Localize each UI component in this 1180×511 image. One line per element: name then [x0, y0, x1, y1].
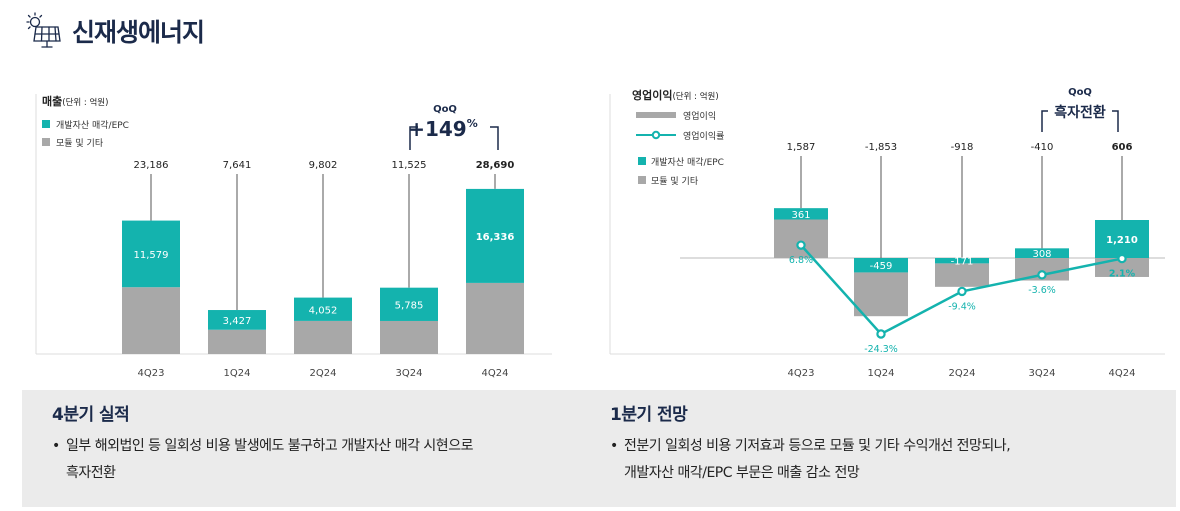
x-tick-label: 2Q24	[949, 368, 976, 379]
bar-development-2Q24	[935, 258, 989, 264]
data-label-development: 11,579	[134, 250, 169, 261]
data-label-development: -459	[870, 261, 893, 272]
legend-swatch-development	[42, 120, 50, 128]
bar-development-1Q24	[854, 258, 908, 273]
bullet-dot: •	[610, 438, 619, 454]
margin-label: 2.1%	[1109, 269, 1136, 280]
margin-label: 6.8%	[789, 255, 813, 266]
margin-label: -24.3%	[864, 344, 898, 355]
page-title: 신재생에너지	[72, 18, 205, 47]
total-label: -1,853	[865, 142, 897, 153]
data-label-development: 308	[1032, 249, 1051, 260]
total-label: 23,186	[134, 160, 169, 171]
bar-development-4Q23	[122, 220, 180, 288]
total-label: -410	[1031, 142, 1054, 153]
bar-development-4Q24	[466, 188, 524, 283]
bar-development-2Q24	[294, 297, 352, 321]
bar-module-4Q23	[122, 287, 180, 354]
bar-development-3Q24	[1015, 248, 1069, 258]
data-label-development: 16,336	[476, 232, 515, 243]
total-label: -918	[951, 142, 974, 153]
q4-results-section: 4분기 실적 • 일부 해외법인 등 일회성 비용 발생에도 불구하고 개발자산…	[52, 400, 473, 487]
legend-swatch-op	[636, 112, 676, 118]
revenue-chart-title: 매출(단위 : 억원)	[42, 94, 108, 108]
margin-point	[876, 329, 886, 339]
legend-swatch-module-2	[638, 176, 646, 184]
bar-module-4Q23	[774, 219, 828, 258]
margin-point	[1037, 270, 1047, 280]
x-tick-label: 4Q24	[1109, 368, 1136, 379]
qoq-annotation-2: QoQ 흑자전환	[1041, 87, 1119, 132]
legend-label-op: 영업이익	[683, 110, 716, 122]
data-label-development: 1,210	[1106, 235, 1138, 246]
x-tick-label: 2Q24	[310, 368, 337, 379]
bar-module-1Q24	[854, 272, 908, 317]
legend-label-development-2: 개발자산 매각/EPC	[651, 156, 724, 168]
commentary-panel: 4분기 실적 • 일부 해외법인 등 일회성 비용 발생에도 불구하고 개발자산…	[22, 390, 1176, 507]
bar-module-4Q24	[1095, 258, 1149, 277]
total-label: 9,802	[309, 160, 338, 171]
margin-point	[796, 240, 806, 250]
x-tick-label: 1Q24	[868, 368, 895, 379]
margin-point	[957, 286, 967, 297]
bar-development-4Q23	[774, 208, 828, 220]
x-tick-label: 4Q23	[138, 368, 165, 379]
x-tick-label: 1Q24	[224, 368, 251, 379]
legend-label-margin: 영업이익률	[683, 130, 724, 142]
data-label-development: 4,052	[309, 305, 338, 316]
q1-outlook-bullet: • 전분기 일회성 비용 기저효과 등으로 모듈 및 기타 수익개선 전망되나,…	[610, 433, 1011, 487]
x-tick-label: 4Q24	[482, 368, 509, 379]
total-label: 7,641	[223, 160, 252, 171]
data-label-development: 5,785	[395, 300, 424, 311]
total-label: 11,525	[392, 160, 427, 171]
qoq-bracket	[409, 126, 499, 150]
bar-development-1Q24	[208, 310, 266, 330]
bar-module-3Q24	[1015, 258, 1069, 281]
q4-results-title: 4분기 실적	[52, 405, 130, 425]
qoq-annotation: QoQ +149%	[408, 104, 499, 150]
solar-panel-icon	[26, 12, 61, 48]
qoq-label-2: QoQ	[1068, 87, 1092, 98]
legend-swatch-development-2	[638, 157, 646, 165]
bar-module-4Q24	[466, 282, 524, 354]
q4-results-bullet: • 일부 해외법인 등 일회성 비용 발생에도 불구하고 개발자산 매각 시현으…	[52, 433, 473, 487]
legend-label-module: 모듈 및 기타	[56, 137, 104, 149]
data-label-development: 3,427	[223, 316, 252, 327]
qoq-value: +149%	[408, 117, 478, 141]
op-chart-title: 영업이익(단위 : 억원)	[632, 88, 719, 102]
bar-module-2Q24	[935, 263, 989, 287]
revenue-chart: 매출(단위 : 억원) 개발자산 매각/EPC 모듈 및 기타 QoQ +149…	[35, 94, 552, 379]
bar-development-3Q24	[380, 287, 438, 321]
total-label: 28,690	[476, 160, 515, 171]
qoq-value-2: 흑자전환	[1054, 104, 1106, 121]
bar-module-3Q24	[380, 320, 438, 354]
qoq-bracket-2	[1041, 110, 1119, 132]
margin-label: -9.4%	[948, 301, 976, 312]
x-tick-label: 4Q23	[788, 368, 815, 379]
q1-outlook-section: 1분기 전망 • 전분기 일회성 비용 기저효과 등으로 모듈 및 기타 수익개…	[610, 400, 1011, 487]
total-label: 606	[1112, 142, 1133, 153]
margin-label: -3.6%	[1028, 285, 1056, 296]
data-label-development: 361	[791, 210, 810, 221]
bullet-dot: •	[52, 438, 61, 454]
q1-outlook-title: 1분기 전망	[610, 405, 688, 425]
x-tick-label: 3Q24	[1029, 368, 1056, 379]
bar-development-4Q24	[1095, 220, 1149, 258]
legend-swatch-module	[42, 138, 50, 146]
legend-marker-margin	[651, 130, 661, 140]
operating-profit-chart: 영업이익(단위 : 억원) 영업이익 영업이익률 개발자산 매각/EPC 모듈 …	[609, 87, 1165, 379]
legend-label-development: 개발자산 매각/EPC	[56, 119, 129, 131]
total-label: 1,587	[787, 142, 816, 153]
x-tick-label: 3Q24	[396, 368, 423, 379]
qoq-label: QoQ	[433, 104, 457, 115]
page-header: 신재생에너지	[22, 8, 205, 54]
margin-point	[1117, 253, 1127, 264]
bar-module-1Q24	[208, 329, 266, 354]
q1-outlook-text: 전분기 일회성 비용 기저효과 등으로 모듈 및 기타 수익개선 전망되나, 개…	[624, 438, 1011, 481]
data-label-development: -171	[951, 257, 974, 268]
q4-results-text: 일부 해외법인 등 일회성 비용 발생에도 불구하고 개발자산 매각 시현으로 …	[66, 438, 473, 481]
bar-module-2Q24	[294, 320, 352, 354]
legend-label-module-2: 모듈 및 기타	[651, 175, 699, 187]
